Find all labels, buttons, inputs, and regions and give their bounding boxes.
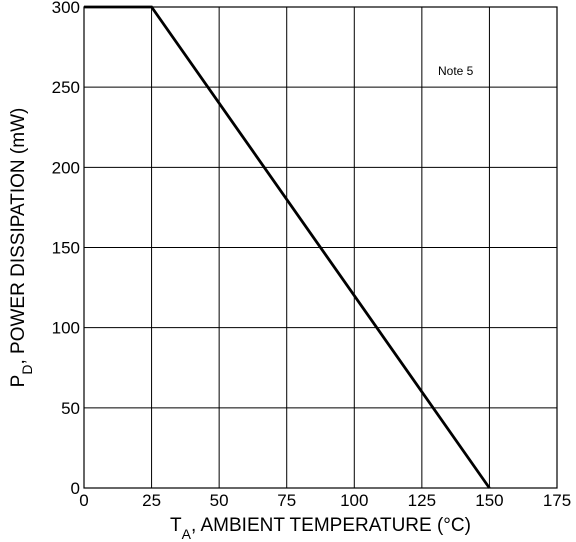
y-axis-label-main: P xyxy=(8,375,29,388)
x-tick-label: 25 xyxy=(142,491,161,510)
x-tick-label: 150 xyxy=(475,491,503,510)
x-axis-label-rest: , AMBIENT TEMPERATURE (°C) xyxy=(191,515,471,536)
x-tick-label: 175 xyxy=(543,491,571,510)
y-tick-label: 150 xyxy=(52,239,80,258)
x-tick-label: 125 xyxy=(408,491,436,510)
y-tick-label: 300 xyxy=(52,0,80,17)
note-annotation: Note 5 xyxy=(438,64,474,78)
y-tick-label: 0 xyxy=(71,479,80,498)
y-axis-label-subscript: D xyxy=(19,365,35,375)
grid-lines xyxy=(83,6,558,489)
x-axis-label: TA, AMBIENT TEMPERATURE (°C) xyxy=(170,515,471,542)
x-tick-labels: 0 25 50 75 100 125 150 175 xyxy=(79,491,571,510)
x-tick-label: 50 xyxy=(210,491,229,510)
y-tick-label: 250 xyxy=(52,78,80,97)
x-axis-label-subscript: A xyxy=(182,526,192,542)
y-axis-label: PD, POWER DISSIPATION (mW) xyxy=(8,108,35,388)
derating-curve xyxy=(84,5,491,489)
plot-frame xyxy=(83,6,558,489)
y-tick-label: 200 xyxy=(52,158,80,177)
y-tick-labels: 0 50 100 150 200 250 300 xyxy=(52,0,80,498)
y-axis-label-rest: , POWER DISSIPATION (mW) xyxy=(8,108,29,365)
x-tick-label: 75 xyxy=(277,491,296,510)
y-tick-label: 50 xyxy=(61,399,80,418)
x-axis-label-main: T xyxy=(170,515,182,536)
y-tick-label: 100 xyxy=(52,319,80,338)
x-tick-label: 100 xyxy=(340,491,368,510)
x-tick-label: 0 xyxy=(79,491,88,510)
